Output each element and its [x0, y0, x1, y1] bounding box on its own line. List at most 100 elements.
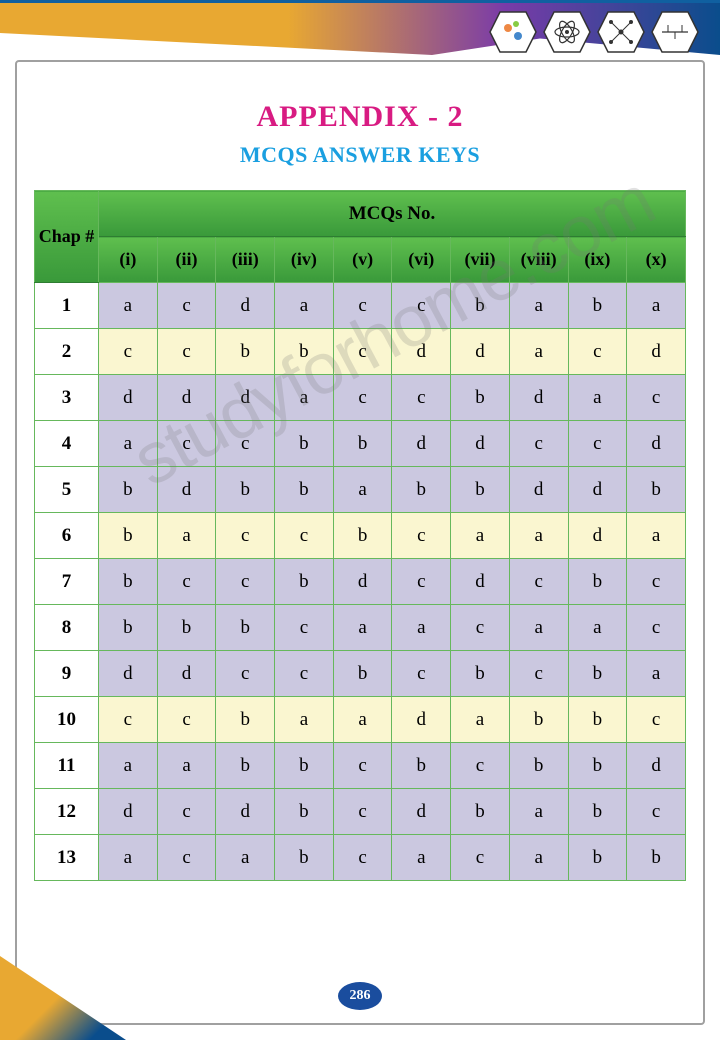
col-header: (ii)	[157, 237, 216, 283]
answer-cell: b	[99, 559, 158, 605]
answer-cell: a	[627, 283, 686, 329]
answer-cell: c	[392, 513, 451, 559]
answer-cell: d	[509, 467, 568, 513]
answer-cell: a	[451, 697, 510, 743]
answer-cell: a	[627, 513, 686, 559]
chap-cell: 3	[35, 375, 99, 421]
answer-cell: a	[509, 513, 568, 559]
answer-cell: d	[627, 743, 686, 789]
answer-cell: a	[99, 743, 158, 789]
col-header: (vii)	[451, 237, 510, 283]
answer-cell: b	[275, 421, 334, 467]
answer-cell: a	[509, 789, 568, 835]
answer-cell: d	[99, 375, 158, 421]
answer-cell: a	[99, 421, 158, 467]
answer-cell: a	[216, 835, 275, 881]
answer-cell: a	[509, 329, 568, 375]
answer-cell: d	[392, 329, 451, 375]
answer-cell: b	[275, 789, 334, 835]
answer-cell: b	[99, 513, 158, 559]
answer-cell: c	[627, 375, 686, 421]
chap-cell: 13	[35, 835, 99, 881]
answer-cell: a	[157, 743, 216, 789]
answer-cell: c	[451, 835, 510, 881]
answer-cell: b	[99, 605, 158, 651]
chain-icon	[650, 10, 700, 54]
answer-cell: c	[333, 329, 392, 375]
answer-cell: d	[216, 375, 275, 421]
answer-cell: c	[627, 789, 686, 835]
answer-cell: c	[627, 605, 686, 651]
col-header: (v)	[333, 237, 392, 283]
answer-cell: d	[451, 559, 510, 605]
table-row: 6baccbcaada	[35, 513, 686, 559]
header-icons	[488, 10, 700, 54]
answer-cell: b	[216, 467, 275, 513]
answer-cell: d	[392, 697, 451, 743]
answer-cell: c	[568, 421, 627, 467]
answer-cell: a	[333, 467, 392, 513]
answer-cell: b	[509, 743, 568, 789]
answer-cell: c	[157, 697, 216, 743]
answer-cell: b	[333, 651, 392, 697]
chap-cell: 9	[35, 651, 99, 697]
answer-cell: b	[568, 697, 627, 743]
col-header: (iii)	[216, 237, 275, 283]
answer-cell: b	[275, 743, 334, 789]
answer-cell: d	[392, 421, 451, 467]
answer-cell: a	[333, 697, 392, 743]
col-header: (iv)	[275, 237, 334, 283]
chap-cell: 12	[35, 789, 99, 835]
answer-cell: b	[451, 467, 510, 513]
answer-cell: b	[568, 651, 627, 697]
answer-cell: b	[451, 789, 510, 835]
table-row: 8bbbcaacaac	[35, 605, 686, 651]
answer-cell: d	[216, 283, 275, 329]
answer-cell: c	[157, 283, 216, 329]
answer-cell: c	[333, 835, 392, 881]
page-number-badge: 286	[338, 982, 382, 1010]
answer-cell: a	[275, 283, 334, 329]
table-row: 11aabbcbcbbd	[35, 743, 686, 789]
table-row: 4accbbddccd	[35, 421, 686, 467]
chap-cell: 4	[35, 421, 99, 467]
col-header: (vi)	[392, 237, 451, 283]
table-row: 3dddaccbdac	[35, 375, 686, 421]
answer-cell: b	[392, 467, 451, 513]
atom-icon	[542, 10, 592, 54]
answer-cell: c	[627, 697, 686, 743]
answer-cell: a	[275, 697, 334, 743]
answer-key-table: Chap # MCQs No. (i)(ii)(iii)(iv)(v)(vi)(…	[34, 190, 686, 881]
col-header: (viii)	[509, 237, 568, 283]
answer-cell: b	[333, 513, 392, 559]
answer-cell: c	[392, 375, 451, 421]
answer-cell: d	[157, 651, 216, 697]
answer-cell: c	[157, 329, 216, 375]
answer-cell: c	[333, 743, 392, 789]
answer-cell: d	[392, 789, 451, 835]
answer-cell: c	[157, 421, 216, 467]
answer-cell: b	[568, 835, 627, 881]
chap-cell: 10	[35, 697, 99, 743]
answer-cell: d	[157, 375, 216, 421]
col-header: (ix)	[568, 237, 627, 283]
answer-cell: a	[509, 283, 568, 329]
answer-cell: d	[568, 513, 627, 559]
answer-cell: b	[333, 421, 392, 467]
table-row: 9ddccbcbcba	[35, 651, 686, 697]
answer-cell: c	[451, 605, 510, 651]
chap-cell: 1	[35, 283, 99, 329]
answer-cell: b	[275, 467, 334, 513]
answer-cell: a	[568, 375, 627, 421]
answer-cell: a	[99, 283, 158, 329]
answer-cell: c	[627, 559, 686, 605]
answer-cell: c	[157, 559, 216, 605]
table-row: 2ccbbcddacd	[35, 329, 686, 375]
answer-cell: c	[216, 513, 275, 559]
answer-cell: d	[451, 329, 510, 375]
answer-cell: d	[99, 651, 158, 697]
col-header: (i)	[99, 237, 158, 283]
table-row: 7bccbdcdcbc	[35, 559, 686, 605]
answer-cell: b	[451, 375, 510, 421]
answer-cell: b	[392, 743, 451, 789]
